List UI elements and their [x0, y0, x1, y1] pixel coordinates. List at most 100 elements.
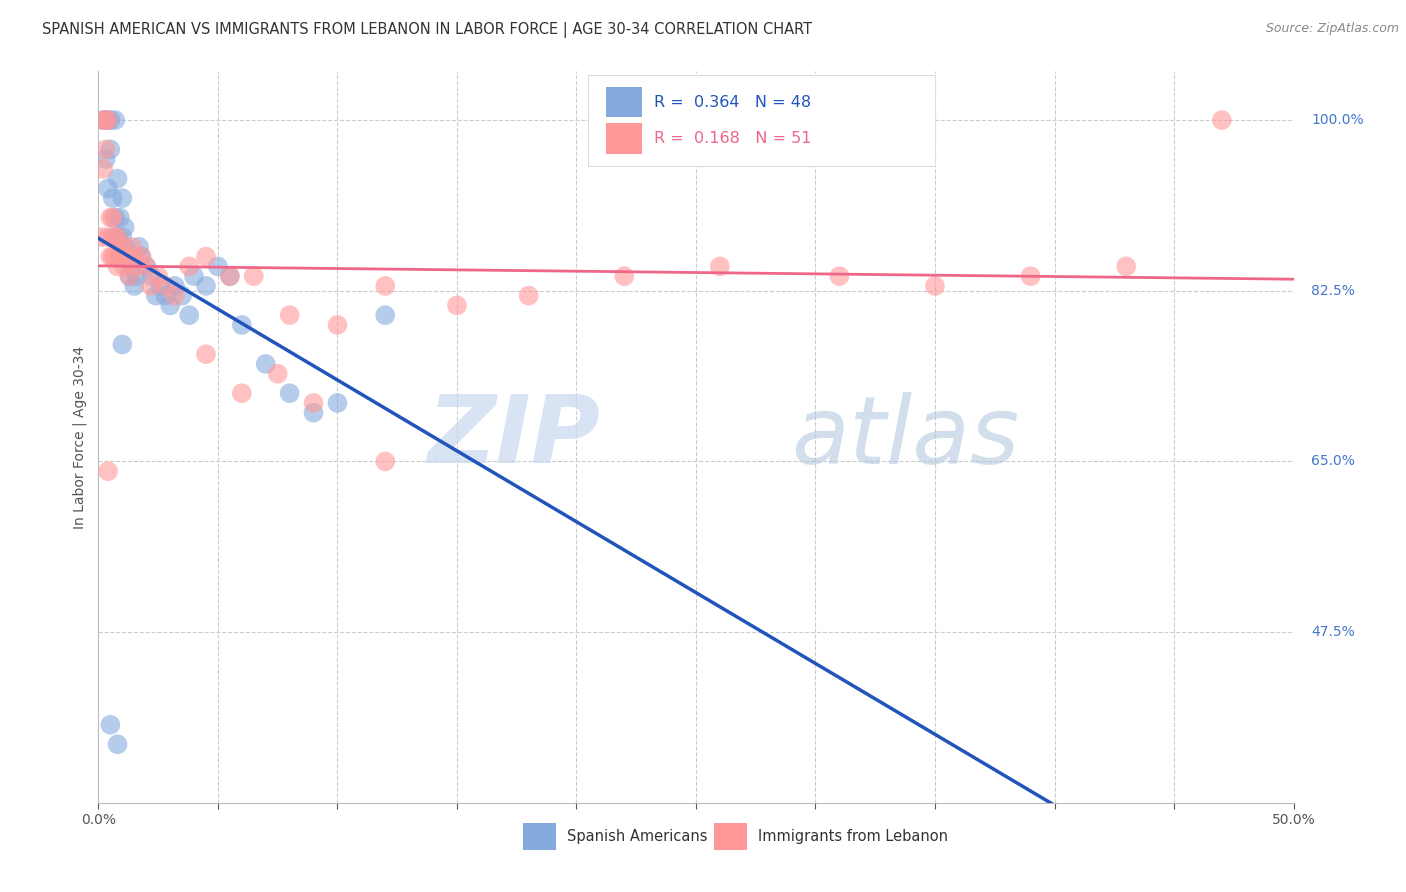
Point [278, 386, 301, 401]
Point [302, 396, 325, 410]
Text: Spanish Americans: Spanish Americans [567, 829, 707, 844]
Point [179, 308, 201, 322]
Point [125, 260, 148, 274]
Point [139, 269, 162, 284]
Point [107, 171, 129, 186]
Point [131, 250, 153, 264]
Point [207, 260, 229, 274]
Point [94, 152, 117, 166]
Text: Immigrants from Lebanon: Immigrants from Lebanon [758, 829, 948, 844]
Point [98, 113, 122, 128]
Point [107, 260, 129, 274]
Point [219, 269, 242, 284]
Point [114, 220, 136, 235]
Text: SPANISH AMERICAN VS IMMIGRANTS FROM LEBANON IN LABOR FORCE | AGE 30-34 CORRELATI: SPANISH AMERICAN VS IMMIGRANTS FROM LEBA… [42, 22, 813, 38]
FancyBboxPatch shape [588, 75, 935, 167]
Point [124, 279, 146, 293]
Point [231, 318, 253, 332]
Point [98, 211, 122, 225]
Point [243, 269, 266, 284]
Point [98, 718, 122, 732]
Point [1115, 260, 1137, 274]
Point [121, 260, 143, 274]
Point [326, 396, 349, 410]
Point [115, 250, 138, 264]
Point [97, 230, 120, 244]
Point [267, 367, 290, 381]
Point [97, 181, 120, 195]
Point [135, 260, 157, 274]
Point [231, 386, 253, 401]
Point [828, 269, 851, 284]
Text: 82.5%: 82.5% [1312, 284, 1355, 298]
Text: R =  0.168   N = 51: R = 0.168 N = 51 [654, 131, 811, 146]
Point [613, 269, 636, 284]
Point [108, 250, 131, 264]
Point [374, 454, 396, 468]
Text: 47.5%: 47.5% [1312, 625, 1355, 640]
Text: 65.0%: 65.0% [1312, 454, 1355, 468]
Point [118, 269, 141, 284]
Point [90, 230, 112, 244]
Point [374, 308, 396, 322]
Point [97, 464, 120, 478]
Point [183, 269, 205, 284]
Point [101, 211, 124, 225]
Point [302, 406, 325, 420]
Point [135, 260, 157, 274]
Point [517, 288, 540, 302]
Point [155, 288, 177, 302]
Point [98, 142, 122, 156]
Y-axis label: In Labor Force | Age 30-34: In Labor Force | Age 30-34 [73, 345, 87, 529]
Point [101, 191, 124, 205]
Point [94, 113, 117, 128]
Point [114, 260, 136, 274]
Point [446, 298, 468, 312]
Point [104, 250, 127, 264]
Point [278, 308, 301, 322]
FancyBboxPatch shape [714, 822, 748, 850]
Point [149, 279, 172, 293]
Point [104, 230, 127, 244]
Text: 100.0%: 100.0% [1312, 113, 1364, 128]
FancyBboxPatch shape [606, 87, 643, 118]
Point [94, 113, 117, 128]
Point [219, 269, 242, 284]
Point [128, 240, 150, 254]
Point [107, 230, 129, 244]
Point [111, 230, 134, 244]
Point [326, 318, 349, 332]
Point [145, 288, 167, 302]
Point [108, 211, 131, 225]
Text: R =  0.364   N = 48: R = 0.364 N = 48 [654, 95, 811, 110]
Point [194, 279, 217, 293]
Point [101, 230, 124, 244]
Text: ZIP: ZIP [427, 391, 600, 483]
Point [124, 250, 146, 264]
Point [107, 230, 129, 244]
Point [107, 737, 129, 751]
Point [111, 191, 134, 205]
Text: Source: ZipAtlas.com: Source: ZipAtlas.com [1265, 22, 1399, 36]
Point [194, 347, 217, 361]
Point [172, 288, 194, 302]
Point [111, 337, 134, 351]
Point [139, 279, 162, 293]
Point [104, 113, 127, 128]
Point [101, 250, 124, 264]
Point [118, 269, 141, 284]
Point [163, 288, 186, 302]
Point [111, 240, 134, 254]
Point [709, 260, 731, 274]
Point [131, 250, 153, 264]
Point [91, 161, 114, 176]
Point [254, 357, 277, 371]
Point [97, 113, 120, 128]
Point [179, 260, 201, 274]
Point [114, 240, 136, 254]
Point [91, 113, 114, 128]
FancyBboxPatch shape [523, 822, 557, 850]
FancyBboxPatch shape [606, 123, 643, 154]
Point [97, 113, 120, 128]
Point [125, 269, 148, 284]
